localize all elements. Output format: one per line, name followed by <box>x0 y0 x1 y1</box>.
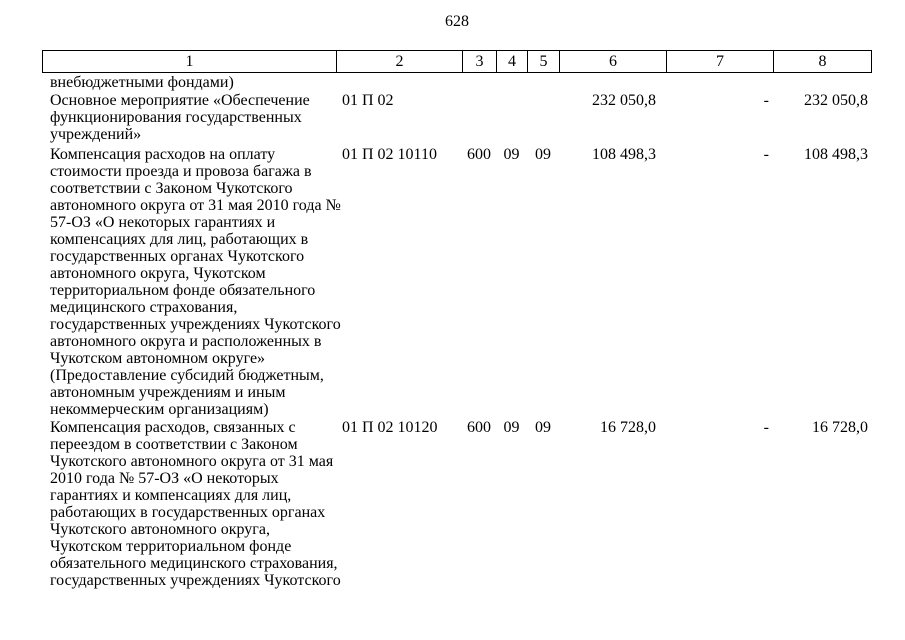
cell-name: внебюджетными фондами) <box>50 74 234 91</box>
header-col-7: 7 <box>667 51 774 72</box>
cell-expense-kind: 600 <box>467 419 491 436</box>
table-row: Компенсация расходов, связанных с переез… <box>42 419 872 589</box>
cell-name: Компенсация расходов, связанных с переез… <box>50 419 341 589</box>
cell-amount-federal: - <box>763 146 769 163</box>
page-number: 628 <box>445 13 469 30</box>
cell-target-code: 01 П 02 <box>342 92 394 109</box>
cell-amount-total: 108 498,3 <box>592 146 656 163</box>
cell-amount-okrug: 232 050,8 <box>804 92 868 109</box>
header-col-4: 4 <box>497 51 528 72</box>
header-col-8: 8 <box>818 53 827 70</box>
cell-name: Компенсация расходов на оплату стоимости… <box>50 146 341 418</box>
cell-section: 09 <box>503 419 520 436</box>
cell-name: Основное мероприятие «Обеспечение функци… <box>50 92 310 143</box>
cell-subsection: 09 <box>535 419 551 436</box>
cell-target-code: 01 П 02 10110 <box>342 146 437 163</box>
cell-amount-okrug: 16 728,0 <box>812 419 868 436</box>
cell-expense-kind: 600 <box>467 146 491 163</box>
cell-subsection: 09 <box>535 146 551 163</box>
table-row: Основное мероприятие «Обеспечение функци… <box>42 92 872 143</box>
table-header-row: 1 2 3 4 5 6 7 8 <box>42 50 872 73</box>
header-col-3: 3 <box>463 51 497 72</box>
header-col-5: 5 <box>528 51 560 72</box>
table-row: Компенсация расходов на оплату стоимости… <box>42 146 872 418</box>
table-row: внебюджетными фондами) <box>42 74 872 91</box>
cell-amount-okrug: 108 498,3 <box>804 146 868 163</box>
header-col-2: 2 <box>337 51 463 72</box>
cell-amount-total: 232 050,8 <box>592 92 656 109</box>
cell-amount-federal: - <box>763 419 769 436</box>
cell-section: 09 <box>503 146 520 163</box>
header-col-6: 6 <box>560 51 667 72</box>
cell-amount-federal: - <box>763 92 769 109</box>
header-col-1: 1 <box>43 51 337 72</box>
cell-target-code: 01 П 02 10120 <box>342 419 438 436</box>
cell-amount-total: 16 728,0 <box>600 419 656 436</box>
